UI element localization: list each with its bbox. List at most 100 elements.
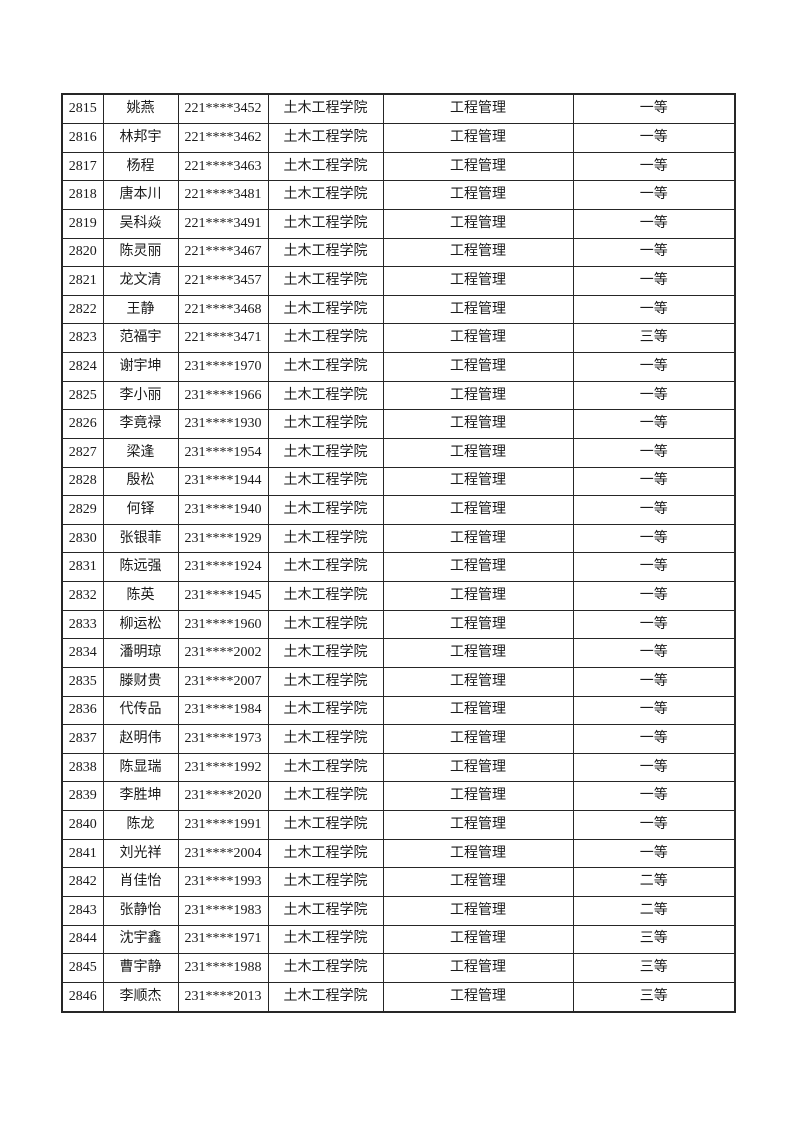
cell-major: 工程管理 — [382, 409, 574, 439]
cell-college: 土木工程学院 — [267, 123, 384, 153]
cell-award: 三等 — [572, 924, 736, 955]
cell-college: 土木工程学院 — [267, 924, 384, 955]
cell-name: 陈显瑞 — [102, 752, 179, 783]
cell-major: 工程管理 — [382, 666, 574, 697]
cell-name: 滕财贵 — [102, 666, 179, 697]
cell-student-id: 221****3462 — [177, 123, 269, 153]
cell-name: 李顺杰 — [102, 981, 179, 1013]
cell-index: 2845 — [61, 953, 104, 983]
cell-award: 一等 — [572, 294, 736, 325]
table-row: 2825 李小丽 231****1966 土木工程学院 工程管理 一等 — [61, 380, 736, 411]
cell-major: 工程管理 — [382, 895, 574, 926]
cell-index: 2841 — [61, 838, 104, 869]
cell-major: 工程管理 — [382, 924, 574, 955]
cell-major: 工程管理 — [382, 695, 574, 726]
cell-student-id: 221****3468 — [177, 294, 269, 325]
table-row: 2817 杨程 221****3463 土木工程学院 工程管理 一等 — [61, 151, 736, 182]
cell-award: 一等 — [572, 123, 736, 153]
cell-student-id: 221****3491 — [177, 208, 269, 239]
cell-name: 梁逢 — [102, 437, 179, 468]
cell-college: 土木工程学院 — [267, 93, 384, 125]
cell-college: 土木工程学院 — [267, 895, 384, 926]
table-row: 2842 肖佳怡 231****1993 土木工程学院 工程管理 二等 — [61, 867, 736, 897]
cell-college: 土木工程学院 — [267, 523, 384, 554]
cell-name: 何铎 — [102, 495, 179, 525]
cell-award: 一等 — [572, 638, 736, 668]
cell-student-id: 231****1971 — [177, 924, 269, 955]
cell-award: 三等 — [572, 981, 736, 1013]
cell-student-id: 231****1929 — [177, 523, 269, 554]
cell-index: 2822 — [61, 294, 104, 325]
cell-index: 2843 — [61, 895, 104, 926]
cell-college: 土木工程学院 — [267, 581, 384, 611]
cell-student-id: 231****1991 — [177, 810, 269, 840]
cell-college: 土木工程学院 — [267, 266, 384, 296]
cell-index: 2832 — [61, 581, 104, 611]
table-row: 2824 谢宇坤 231****1970 土木工程学院 工程管理 一等 — [61, 352, 736, 382]
cell-college: 土木工程学院 — [267, 352, 384, 382]
cell-student-id: 221****3452 — [177, 93, 269, 125]
cell-college: 土木工程学院 — [267, 294, 384, 325]
cell-major: 工程管理 — [382, 552, 574, 583]
cell-college: 土木工程学院 — [267, 466, 384, 497]
cell-award: 一等 — [572, 237, 736, 268]
cell-name: 赵明伟 — [102, 724, 179, 754]
cell-name: 殷松 — [102, 466, 179, 497]
cell-index: 2828 — [61, 466, 104, 497]
cell-student-id: 231****2020 — [177, 781, 269, 812]
cell-major: 工程管理 — [382, 380, 574, 411]
cell-student-id: 231****1945 — [177, 581, 269, 611]
cell-award: 一等 — [572, 208, 736, 239]
cell-major: 工程管理 — [382, 352, 574, 382]
cell-award: 一等 — [572, 781, 736, 812]
cell-college: 土木工程学院 — [267, 380, 384, 411]
cell-major: 工程管理 — [382, 810, 574, 840]
table-row: 2833 柳运松 231****1960 土木工程学院 工程管理 一等 — [61, 609, 736, 640]
cell-index: 2835 — [61, 666, 104, 697]
cell-index: 2830 — [61, 523, 104, 554]
cell-index: 2824 — [61, 352, 104, 382]
cell-index: 2829 — [61, 495, 104, 525]
table-row: 2843 张静怡 231****1983 土木工程学院 工程管理 二等 — [61, 895, 736, 926]
cell-college: 土木工程学院 — [267, 495, 384, 525]
cell-award: 一等 — [572, 581, 736, 611]
cell-college: 土木工程学院 — [267, 695, 384, 726]
cell-college: 土木工程学院 — [267, 180, 384, 210]
cell-name: 肖佳怡 — [102, 867, 179, 897]
cell-name: 沈宇鑫 — [102, 924, 179, 955]
table-row: 2834 潘明琼 231****2002 土木工程学院 工程管理 一等 — [61, 638, 736, 668]
cell-name: 王静 — [102, 294, 179, 325]
table-row: 2827 梁逢 231****1954 土木工程学院 工程管理 一等 — [61, 437, 736, 468]
table-row: 2820 陈灵丽 221****3467 土木工程学院 工程管理 一等 — [61, 237, 736, 268]
cell-student-id: 231****1924 — [177, 552, 269, 583]
cell-student-id: 221****3467 — [177, 237, 269, 268]
cell-index: 2837 — [61, 724, 104, 754]
cell-student-id: 231****1970 — [177, 352, 269, 382]
table-row: 2818 唐本川 221****3481 土木工程学院 工程管理 一等 — [61, 180, 736, 210]
table-row: 2840 陈龙 231****1991 土木工程学院 工程管理 一等 — [61, 810, 736, 840]
cell-student-id: 231****1960 — [177, 609, 269, 640]
cell-major: 工程管理 — [382, 466, 574, 497]
cell-award: 一等 — [572, 810, 736, 840]
cell-name: 张静怡 — [102, 895, 179, 926]
cell-index: 2846 — [61, 981, 104, 1013]
cell-name: 刘光祥 — [102, 838, 179, 869]
cell-major: 工程管理 — [382, 867, 574, 897]
table-row: 2837 赵明伟 231****1973 土木工程学院 工程管理 一等 — [61, 724, 736, 754]
award-roster-body: 2815 姚燕 221****3452 土木工程学院 工程管理 一等 2816 林邦宇 221*… — [61, 93, 736, 1013]
cell-college: 土木工程学院 — [267, 409, 384, 439]
table-row: 2830 张银菲 231****1929 土木工程学院 工程管理 一等 — [61, 523, 736, 554]
cell-index: 2826 — [61, 409, 104, 439]
cell-student-id: 231****1993 — [177, 867, 269, 897]
cell-name: 柳运松 — [102, 609, 179, 640]
cell-name: 张银菲 — [102, 523, 179, 554]
cell-award: 一等 — [572, 666, 736, 697]
cell-major: 工程管理 — [382, 724, 574, 754]
table-row: 2823 范福宇 221****3471 土木工程学院 工程管理 三等 — [61, 323, 736, 354]
cell-index: 2825 — [61, 380, 104, 411]
cell-college: 土木工程学院 — [267, 867, 384, 897]
cell-student-id: 231****1940 — [177, 495, 269, 525]
cell-major: 工程管理 — [382, 93, 574, 125]
table-row: 2829 何铎 231****1940 土木工程学院 工程管理 一等 — [61, 495, 736, 525]
award-roster-table: 2815 姚燕 221****3452 土木工程学院 工程管理 一等 2816 林邦宇 221*… — [61, 93, 736, 1013]
